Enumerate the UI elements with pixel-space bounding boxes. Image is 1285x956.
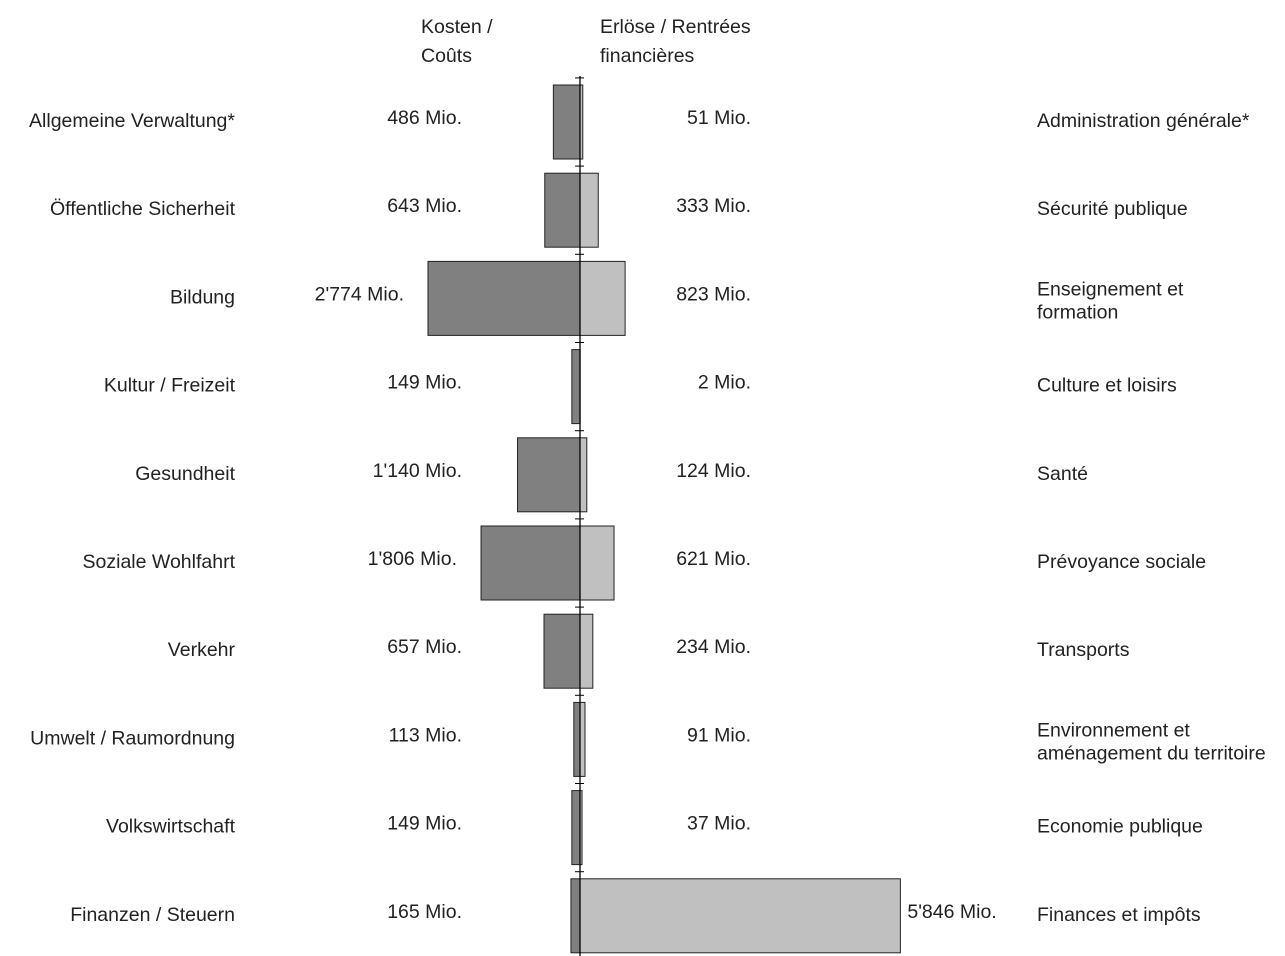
cost-value-label: 165 Mio. <box>387 901 462 923</box>
revenue-bar <box>579 701 586 777</box>
right-header-line-2: financières <box>600 45 695 67</box>
cost-bar <box>543 613 581 689</box>
revenue-value-label: 621 Mio. <box>676 548 751 570</box>
category-label-fr: formation <box>1037 301 1118 323</box>
category-label-de: Umwelt / Raumordnung <box>30 727 235 749</box>
revenue-value-label: 823 Mio. <box>676 283 751 305</box>
category-label-fr: Prévoyance sociale <box>1037 551 1206 573</box>
cost-bar <box>573 701 581 777</box>
cost-value-label: 2'774 Mio. <box>315 283 404 305</box>
category-label-de: Finanzen / Steuern <box>70 904 235 926</box>
revenue-bar <box>579 613 594 689</box>
category-label-fr: Enseignement et <box>1037 278 1184 300</box>
cost-bar <box>517 437 581 513</box>
cost-value-label: 657 Mio. <box>387 636 462 658</box>
category-label-de: Gesundheit <box>135 463 235 485</box>
cost-value-label: 643 Mio. <box>387 195 462 217</box>
category-label-de: Kultur / Freizeit <box>104 375 236 397</box>
cost-value-label: 149 Mio. <box>387 372 462 394</box>
category-label-fr: Finances et impôts <box>1037 904 1201 926</box>
category-label-de: Verkehr <box>168 639 236 661</box>
revenue-value-label: 124 Mio. <box>676 460 751 482</box>
cost-bar <box>552 84 581 160</box>
category-label-fr: Sécurité publique <box>1037 198 1188 220</box>
category-label-de: Soziale Wohlfahrt <box>83 551 236 573</box>
cost-bar <box>427 260 581 336</box>
category-label-de: Öffentliche Sicherheit <box>50 198 236 220</box>
center-axis <box>575 76 584 956</box>
revenue-value-label: 37 Mio. <box>687 813 751 835</box>
category-label-fr: Culture et loisirs <box>1037 375 1177 397</box>
cost-value-label: 113 Mio. <box>389 724 462 746</box>
cost-value-label: 486 Mio. <box>387 107 462 129</box>
category-label-fr: Santé <box>1037 463 1088 485</box>
category-label-de: Volkswirtschaft <box>106 816 236 838</box>
category-label-de: Bildung <box>170 286 235 308</box>
labels-layer: Allgemeine Verwaltung* 486 Mio. 51 Mio. Adm… <box>29 107 1266 926</box>
revenue-bar <box>579 525 615 601</box>
category-label-fr: aménagement du territoire <box>1037 742 1266 764</box>
category-label-fr: Environnement et <box>1037 719 1190 741</box>
cost-value-label: 149 Mio. <box>387 813 462 835</box>
cost-bar <box>544 172 581 248</box>
category-label-de: Allgemeine Verwaltung* <box>29 110 235 132</box>
cost-value-label: 1'140 Mio. <box>373 460 462 482</box>
category-label-fr: Administration générale* <box>1037 110 1250 132</box>
cost-bar <box>571 349 581 425</box>
cost-bar <box>480 525 581 601</box>
revenue-bar <box>579 878 901 954</box>
revenue-bar <box>579 172 599 248</box>
revenue-value-label: 333 Mio. <box>676 195 751 217</box>
revenue-value-label: 51 Mio. <box>687 107 751 129</box>
bars-layer <box>427 84 901 954</box>
left-header-line-1: Kosten / <box>421 16 493 38</box>
revenue-bar <box>579 437 588 513</box>
right-header-line-1: Erlöse / Rentrées <box>600 16 751 38</box>
category-label-fr: Economie publique <box>1037 816 1203 838</box>
revenue-value-label: 2 Mio. <box>698 372 751 394</box>
category-label-fr: Transports <box>1037 639 1130 661</box>
revenue-bar <box>579 260 626 336</box>
cost-bar <box>571 790 581 866</box>
cost-bar <box>570 878 581 954</box>
cost-value-label: 1'806 Mio. <box>368 548 457 570</box>
revenue-value-label: 5'846 Mio. <box>907 901 996 923</box>
revenue-value-label: 234 Mio. <box>676 636 751 658</box>
revenue-value-label: 91 Mio. <box>687 724 751 746</box>
left-header-line-2: Coûts <box>421 45 472 67</box>
